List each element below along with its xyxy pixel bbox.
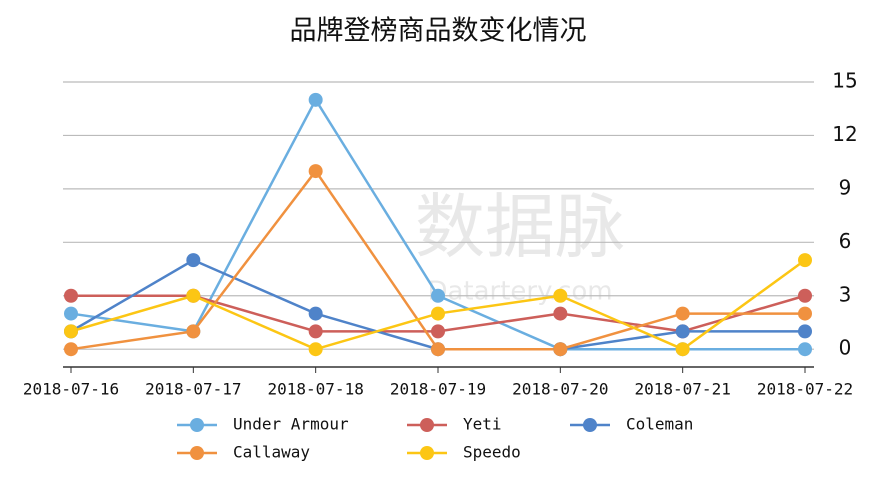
watermark: 数据脉 xyxy=(415,186,625,268)
legend-label: Under Armour xyxy=(233,415,349,434)
legend-label: Callaway xyxy=(233,443,310,462)
y-tick-label: 9 xyxy=(839,175,852,199)
y-tick-label: 0 xyxy=(839,336,852,360)
y-tick-label: 6 xyxy=(839,229,852,253)
x-tick-label: 2018-07-19 xyxy=(390,380,486,399)
data-point xyxy=(798,324,812,339)
legend-label: Coleman xyxy=(626,415,693,434)
data-point xyxy=(64,324,78,339)
y-tick-label: 3 xyxy=(839,282,852,306)
y-tick-label: 15 xyxy=(832,69,857,93)
data-point xyxy=(64,306,78,321)
x-tick-label: 2018-07-17 xyxy=(145,380,241,399)
legend-marker xyxy=(190,446,204,460)
data-point xyxy=(64,342,78,357)
data-point xyxy=(186,324,201,339)
data-point xyxy=(308,342,323,357)
data-point xyxy=(308,324,323,339)
data-point xyxy=(431,288,445,303)
legend-label: Yeti xyxy=(463,415,502,434)
data-point xyxy=(308,92,323,107)
data-point xyxy=(798,288,812,303)
data-point xyxy=(798,253,812,268)
data-point xyxy=(553,306,568,321)
data-point xyxy=(186,288,201,303)
data-point xyxy=(675,306,690,321)
y-tick-label: 12 xyxy=(832,122,857,146)
data-point xyxy=(553,342,568,357)
data-point xyxy=(798,342,812,357)
data-point xyxy=(798,306,812,321)
x-tick-label: 2018-07-18 xyxy=(268,380,364,399)
data-point xyxy=(431,342,445,357)
data-point xyxy=(675,324,690,339)
x-tick-label: 2018-07-20 xyxy=(512,380,608,399)
data-point xyxy=(64,288,78,303)
x-tick-label: 2018-07-22 xyxy=(757,380,853,399)
legend-marker xyxy=(420,418,434,432)
data-point xyxy=(431,306,445,321)
legend-marker xyxy=(190,418,204,432)
data-point xyxy=(308,164,323,179)
x-tick-label: 2018-07-16 xyxy=(23,380,119,399)
legend-label: Speedo xyxy=(463,443,521,462)
data-point xyxy=(431,324,445,339)
chart-title: 品牌登榜商品数变化情况 xyxy=(290,16,587,47)
legend-marker xyxy=(420,446,434,460)
data-point xyxy=(553,288,568,303)
data-point xyxy=(186,253,201,268)
data-point xyxy=(675,342,690,357)
x-tick-label: 2018-07-21 xyxy=(635,380,731,399)
legend-marker xyxy=(583,418,597,432)
data-point xyxy=(308,306,323,321)
